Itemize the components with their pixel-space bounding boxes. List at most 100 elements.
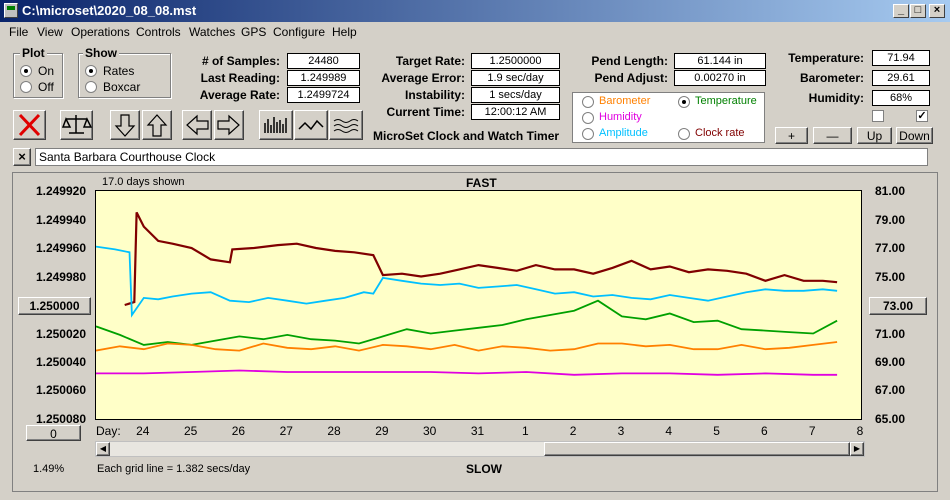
multiwave-button[interactable]	[329, 110, 363, 140]
series-line-2	[95, 299, 838, 346]
x-tick-label: 28	[327, 424, 341, 438]
checkbox-right[interactable]: ✓	[916, 110, 928, 122]
plot-off-radio[interactable]	[20, 81, 32, 93]
bar-graph-icon	[264, 117, 287, 133]
x-tick-label: 26	[231, 424, 246, 438]
scroll-right-button[interactable]: ▶	[850, 442, 864, 456]
x-tick-label: 6	[761, 424, 768, 438]
plus-button[interactable]: +	[775, 127, 808, 144]
minimize-button[interactable]: _	[893, 4, 909, 18]
minus-button[interactable]: —	[813, 127, 852, 144]
up-button[interactable]: Up	[857, 127, 892, 144]
menu-view[interactable]: View	[37, 25, 63, 39]
plot-off-label: Off	[38, 80, 54, 94]
y-right-tick: 67.00	[875, 383, 906, 397]
center-rate-button[interactable]: 1.250000	[18, 297, 91, 315]
plot-on-radio[interactable]	[20, 65, 32, 77]
menu-configure[interactable]: Configure	[273, 25, 326, 39]
y-left-tick: 1.249960	[35, 241, 86, 255]
scroll-left-button[interactable]: ◀	[96, 442, 110, 456]
center-temp-button[interactable]: 73.00	[869, 297, 927, 315]
humidity-radio[interactable]	[582, 112, 594, 124]
menu-gps[interactable]: GPS	[241, 25, 267, 39]
menu-bar: File View Operations Controls Watches GP…	[0, 22, 950, 42]
menu-watches[interactable]: Watches	[189, 25, 236, 39]
series-line-3	[95, 341, 838, 352]
right-arrow-icon	[217, 114, 240, 136]
humidity-label: Humidity:	[808, 91, 864, 105]
series-line-0	[124, 211, 838, 307]
show-rates-radio[interactable]	[85, 65, 97, 77]
barometer-radio[interactable]	[582, 96, 594, 108]
temperature-label: Temperature:	[788, 51, 864, 65]
show-boxcar-label: Boxcar	[103, 80, 141, 94]
last-reading-label: Last Reading:	[200, 71, 280, 85]
x-tick-label: 25	[183, 424, 198, 438]
plot-group-title: Plot	[20, 46, 47, 60]
temperature-radio[interactable]	[678, 96, 690, 108]
barometer-option-label: Barometer	[599, 95, 651, 107]
pend-adjust-label: Pend Adjust:	[594, 71, 668, 85]
chart-scrollbar[interactable]: ◀ ▶	[95, 441, 865, 457]
y-right-tick: 65.00	[875, 412, 906, 426]
humidity-option-label: Humidity	[599, 111, 642, 123]
barometer-label: Barometer:	[799, 71, 864, 85]
pend-length-label: Pend Length:	[591, 54, 668, 68]
wave-button[interactable]	[294, 110, 328, 140]
amplitude-radio[interactable]	[582, 128, 594, 140]
left-arrow-icon	[186, 114, 209, 136]
balance-button[interactable]	[60, 110, 93, 140]
show-boxcar-radio[interactable]	[85, 81, 97, 93]
y-left-tick: 1.250040	[35, 355, 86, 369]
scroll-thumb[interactable]	[544, 442, 850, 456]
clock-rate-radio[interactable]	[678, 128, 690, 140]
left-arrow-button[interactable]	[182, 110, 212, 140]
y-right-tick: 77.00	[875, 241, 906, 255]
title-bar: C:\microset\2020_08_08.mst _ □ ×	[0, 0, 950, 22]
pend-length-field[interactable]: 61.144 in	[674, 53, 766, 69]
series-line-1	[95, 245, 838, 318]
chart-frame	[12, 172, 938, 492]
up-arrow-button[interactable]	[142, 110, 172, 140]
window-title: C:\microset\2020_08_08.mst	[22, 3, 197, 18]
menu-help[interactable]: Help	[332, 25, 357, 39]
plot-on-label: On	[38, 64, 55, 78]
barometer-field: 29.61	[872, 70, 930, 86]
amplitude-option-label: Amplitude	[599, 127, 648, 139]
down-arrow-icon	[114, 114, 136, 137]
y-left-tick: 1.249920	[35, 184, 86, 198]
down-arrow-button[interactable]	[110, 110, 140, 140]
down-button[interactable]: Down	[896, 127, 933, 144]
offset-button[interactable]: 0	[26, 425, 81, 441]
x-tick-label: 31	[470, 424, 485, 438]
maximize-button[interactable]: □	[910, 4, 926, 18]
y-left-tick: 1.250080	[35, 412, 86, 426]
y-right-tick: 79.00	[875, 213, 906, 227]
close-window-button[interactable]: ×	[929, 4, 945, 18]
red-x-icon	[18, 113, 41, 137]
menu-file[interactable]: File	[9, 25, 29, 39]
menu-operations[interactable]: Operations	[71, 25, 130, 39]
day-label: Day:	[96, 424, 121, 438]
stop-button[interactable]	[13, 110, 46, 140]
clock-name-input[interactable]: Santa Barbara Courthouse Clock	[35, 148, 928, 166]
x-tick-label: 7	[808, 424, 816, 438]
y-right-tick: 71.00	[875, 327, 906, 341]
pend-adjust-field: 0.00270 in	[674, 70, 766, 86]
series-line-4	[96, 369, 838, 376]
y-left-tick: 1.249940	[35, 213, 86, 227]
multiwave-icon	[333, 119, 359, 133]
right-arrow-button[interactable]	[214, 110, 244, 140]
y-right-tick: 75.00	[875, 270, 906, 284]
show-group-title: Show	[83, 46, 119, 60]
target-rate-field[interactable]: 1.2500000	[471, 53, 560, 69]
bars-button[interactable]	[259, 110, 293, 140]
clear-clock-button[interactable]: ×	[13, 148, 31, 166]
x-tick-label: 5	[713, 424, 720, 438]
clock-rate-option-label: Clock rate	[695, 127, 745, 139]
checkbox-left[interactable]	[872, 110, 884, 122]
average-error-label: Average Error:	[381, 71, 465, 85]
temperature-field: 71.94	[872, 50, 930, 66]
y-left-tick: 1.250020	[35, 327, 86, 341]
menu-controls[interactable]: Controls	[136, 25, 181, 39]
